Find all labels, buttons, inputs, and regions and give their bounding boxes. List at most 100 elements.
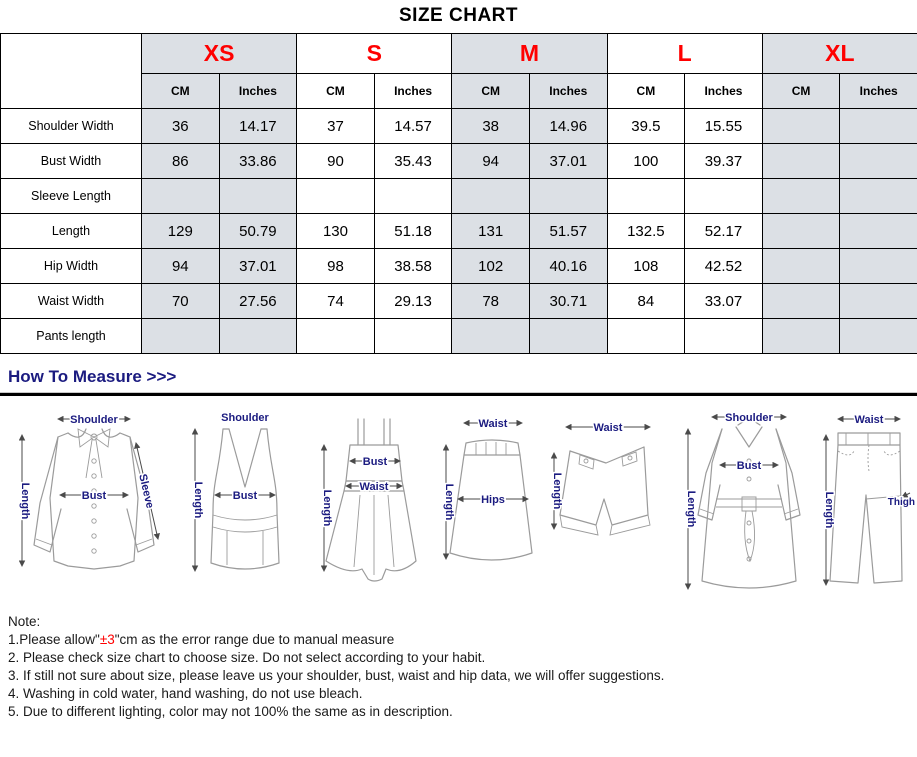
value-cell: 78 [452,284,530,319]
label-shoulder: Shoulder [221,412,269,424]
how-to-measure-header: How To Measure >>> [0,354,917,396]
value-cell [840,144,917,179]
value-cell: 40.16 [529,249,607,284]
how-to-measure-title: How To Measure >>> [8,367,176,387]
value-cell [840,179,917,214]
value-cell [297,319,375,354]
value-cell: 14.96 [529,109,607,144]
row-label: Shoulder Width [1,109,142,144]
value-cell: 131 [452,214,530,249]
label-waist: Waist [479,418,508,430]
value-cell [840,249,917,284]
value-cell [840,109,917,144]
value-cell [762,214,840,249]
label-hips: Hips [481,494,505,506]
value-cell: 42.52 [685,249,763,284]
value-cell [529,319,607,354]
value-cell: 38.58 [374,249,452,284]
note-1-suffix: "cm as the error range due to manual mea… [115,632,394,647]
value-cell [762,179,840,214]
unit-header-cm-s: CM [297,74,375,109]
value-cell [374,319,452,354]
label-bust: Bust [233,490,258,502]
value-cell: 33.86 [219,144,297,179]
value-cell: 37.01 [219,249,297,284]
label-shoulder: Shoulder [725,412,773,424]
unit-header-inches-s: Inches [374,74,452,109]
note-line-2: 2. Please check size chart to choose siz… [8,649,917,667]
divider-line [0,392,917,396]
value-cell: 86 [142,144,220,179]
unit-header-cm-l: CM [607,74,685,109]
size-header-l: L [607,34,762,74]
page-title: SIZE CHART [0,5,917,27]
label-bust: Bust [363,456,388,468]
diagram-coat: Shoulder Bust Length [676,403,811,601]
label-waist: Waist [360,481,389,493]
value-cell: 51.18 [374,214,452,249]
value-cell [840,284,917,319]
unit-header-inches-xs: Inches [219,74,297,109]
diagram-pants: Waist Length Thigh [818,403,917,601]
value-cell [762,249,840,284]
diagram-skirt: Waist Length Hips [438,403,543,601]
label-waist: Waist [855,414,884,426]
measure-diagrams: Shoulder Length Bust Sleeve Shoulder Len… [0,403,917,603]
value-cell: 130 [297,214,375,249]
value-cell [374,179,452,214]
unit-header-cm-xl: CM [762,74,840,109]
value-cell [452,319,530,354]
label-shoulder: Shoulder [70,414,118,426]
value-cell: 94 [452,144,530,179]
value-cell [762,144,840,179]
value-cell [685,319,763,354]
label-sleeve: Sleeve [136,473,156,510]
diagram-tank-top: Shoulder Length Bust [183,403,308,601]
label-length: Length [19,483,31,520]
row-label: Waist Width [1,284,142,319]
notes-section: Note: 1.Please allow"±3"cm as the error … [8,613,917,721]
unit-header-inches-l: Inches [685,74,763,109]
unit-header-inches-xl: Inches [840,74,917,109]
diagram-dress: Length Bust Waist [312,403,430,601]
label-length: Length [192,482,204,519]
value-cell [840,319,917,354]
value-cell: 51.57 [529,214,607,249]
note-1-highlight: ±3 [100,632,115,647]
value-cell: 100 [607,144,685,179]
value-cell: 14.57 [374,109,452,144]
label-bust: Bust [82,490,107,502]
row-label: Length [1,214,142,249]
value-cell: 27.56 [219,284,297,319]
value-cell [762,319,840,354]
value-cell [685,179,763,214]
value-cell: 39.5 [607,109,685,144]
label-length: Length [551,473,563,510]
note-line-4: 4. Washing in cold water, hand washing, … [8,685,917,703]
notes-heading: Note: [8,613,917,631]
value-cell [762,284,840,319]
value-cell: 94 [142,249,220,284]
note-line-1: 1.Please allow"±3"cm as the error range … [8,631,917,649]
value-cell: 98 [297,249,375,284]
value-cell [762,109,840,144]
row-label: Sleeve Length [1,179,142,214]
table-row: Sleeve Length [1,179,917,214]
value-cell: 132.5 [607,214,685,249]
value-cell: 39.37 [685,144,763,179]
value-cell [607,319,685,354]
value-cell [840,214,917,249]
value-cell [142,179,220,214]
value-cell: 52.17 [685,214,763,249]
value-cell: 29.13 [374,284,452,319]
value-cell: 74 [297,284,375,319]
corner-cell [1,34,142,109]
value-cell: 37 [297,109,375,144]
value-cell [607,179,685,214]
note-line-3: 3. If still not sure about size, please … [8,667,917,685]
size-header-xs: XS [142,34,297,74]
